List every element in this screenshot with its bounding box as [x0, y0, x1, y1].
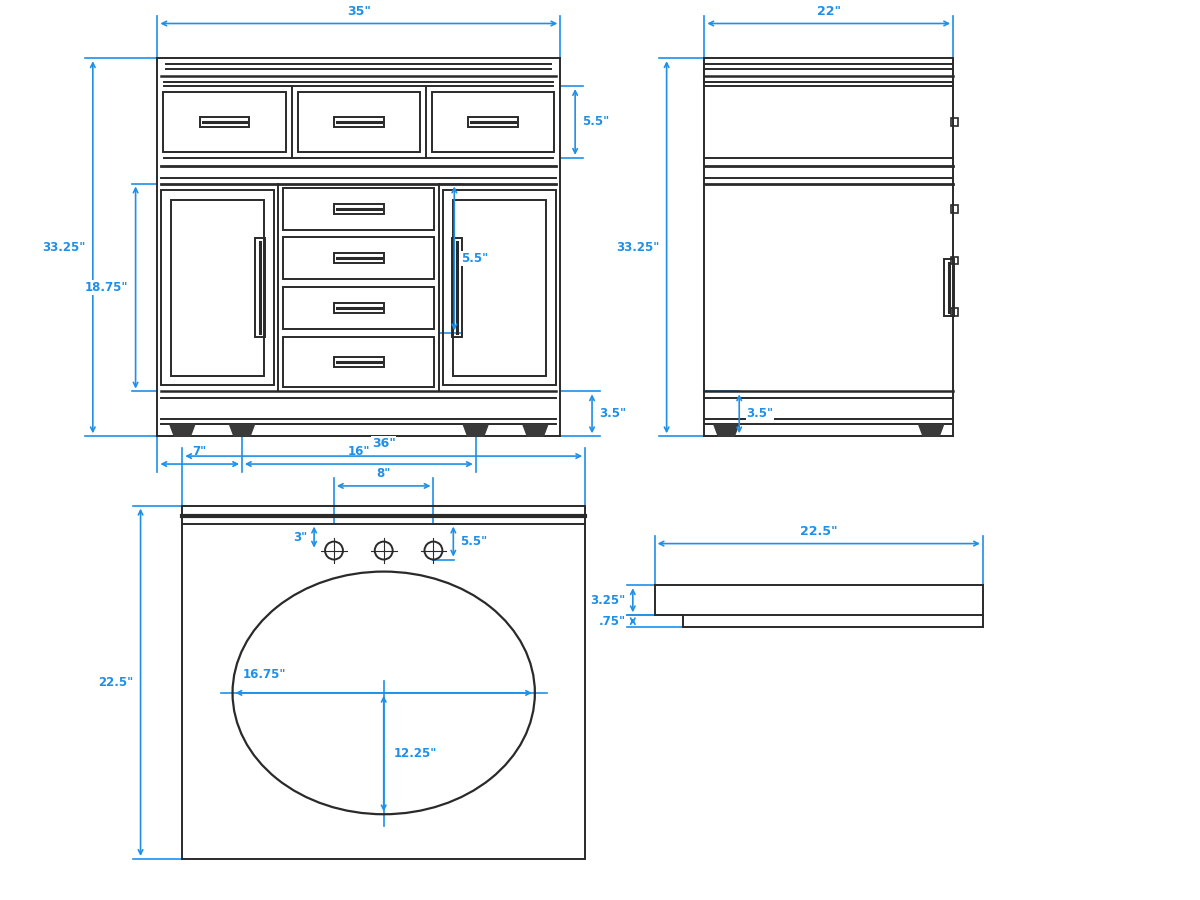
Bar — [256, 238, 265, 338]
Bar — [468, 117, 518, 127]
Text: 3.25": 3.25" — [590, 594, 626, 607]
Bar — [283, 287, 434, 329]
Bar — [334, 357, 384, 367]
Bar — [443, 190, 557, 385]
Text: 5.5": 5.5" — [461, 252, 488, 265]
Text: 22.5": 22.5" — [800, 525, 838, 537]
Bar — [952, 309, 958, 317]
Polygon shape — [229, 424, 254, 436]
Bar — [334, 254, 384, 264]
Text: .75": .75" — [599, 615, 626, 627]
Text: 35": 35" — [347, 4, 371, 17]
Text: 3": 3" — [293, 531, 307, 544]
Bar — [283, 187, 434, 230]
Text: 5.5": 5.5" — [582, 115, 610, 129]
Text: 7": 7" — [193, 446, 206, 458]
Bar — [172, 200, 264, 375]
Text: 33.25": 33.25" — [42, 240, 86, 254]
Bar — [952, 204, 958, 212]
Polygon shape — [714, 424, 739, 436]
Bar — [162, 190, 275, 385]
Polygon shape — [463, 424, 488, 436]
Bar — [163, 92, 286, 152]
Text: 8": 8" — [377, 467, 391, 480]
Bar — [298, 92, 420, 152]
Text: 12.25": 12.25" — [394, 747, 437, 760]
Bar — [454, 200, 546, 375]
Text: 22.5": 22.5" — [98, 676, 133, 688]
Text: 3.5": 3.5" — [599, 408, 626, 420]
Text: 36": 36" — [372, 437, 396, 450]
Bar — [199, 117, 250, 127]
Polygon shape — [919, 424, 943, 436]
Bar — [944, 258, 954, 317]
Polygon shape — [170, 424, 194, 436]
Bar — [334, 303, 384, 313]
Text: 22": 22" — [817, 4, 841, 17]
Bar — [182, 506, 586, 859]
Text: 16": 16" — [348, 446, 370, 458]
Bar — [334, 203, 384, 213]
Text: 16.75": 16.75" — [242, 668, 286, 681]
Text: 3.5": 3.5" — [746, 408, 773, 420]
Text: 18.75": 18.75" — [85, 281, 128, 294]
Bar — [432, 92, 554, 152]
Bar — [952, 256, 958, 265]
Bar — [952, 118, 958, 126]
Text: 33.25": 33.25" — [617, 240, 660, 254]
Polygon shape — [523, 424, 548, 436]
Text: 5.5": 5.5" — [461, 536, 487, 548]
Bar — [283, 338, 434, 388]
Bar — [283, 238, 434, 279]
Bar — [452, 238, 462, 338]
Bar — [334, 117, 384, 127]
